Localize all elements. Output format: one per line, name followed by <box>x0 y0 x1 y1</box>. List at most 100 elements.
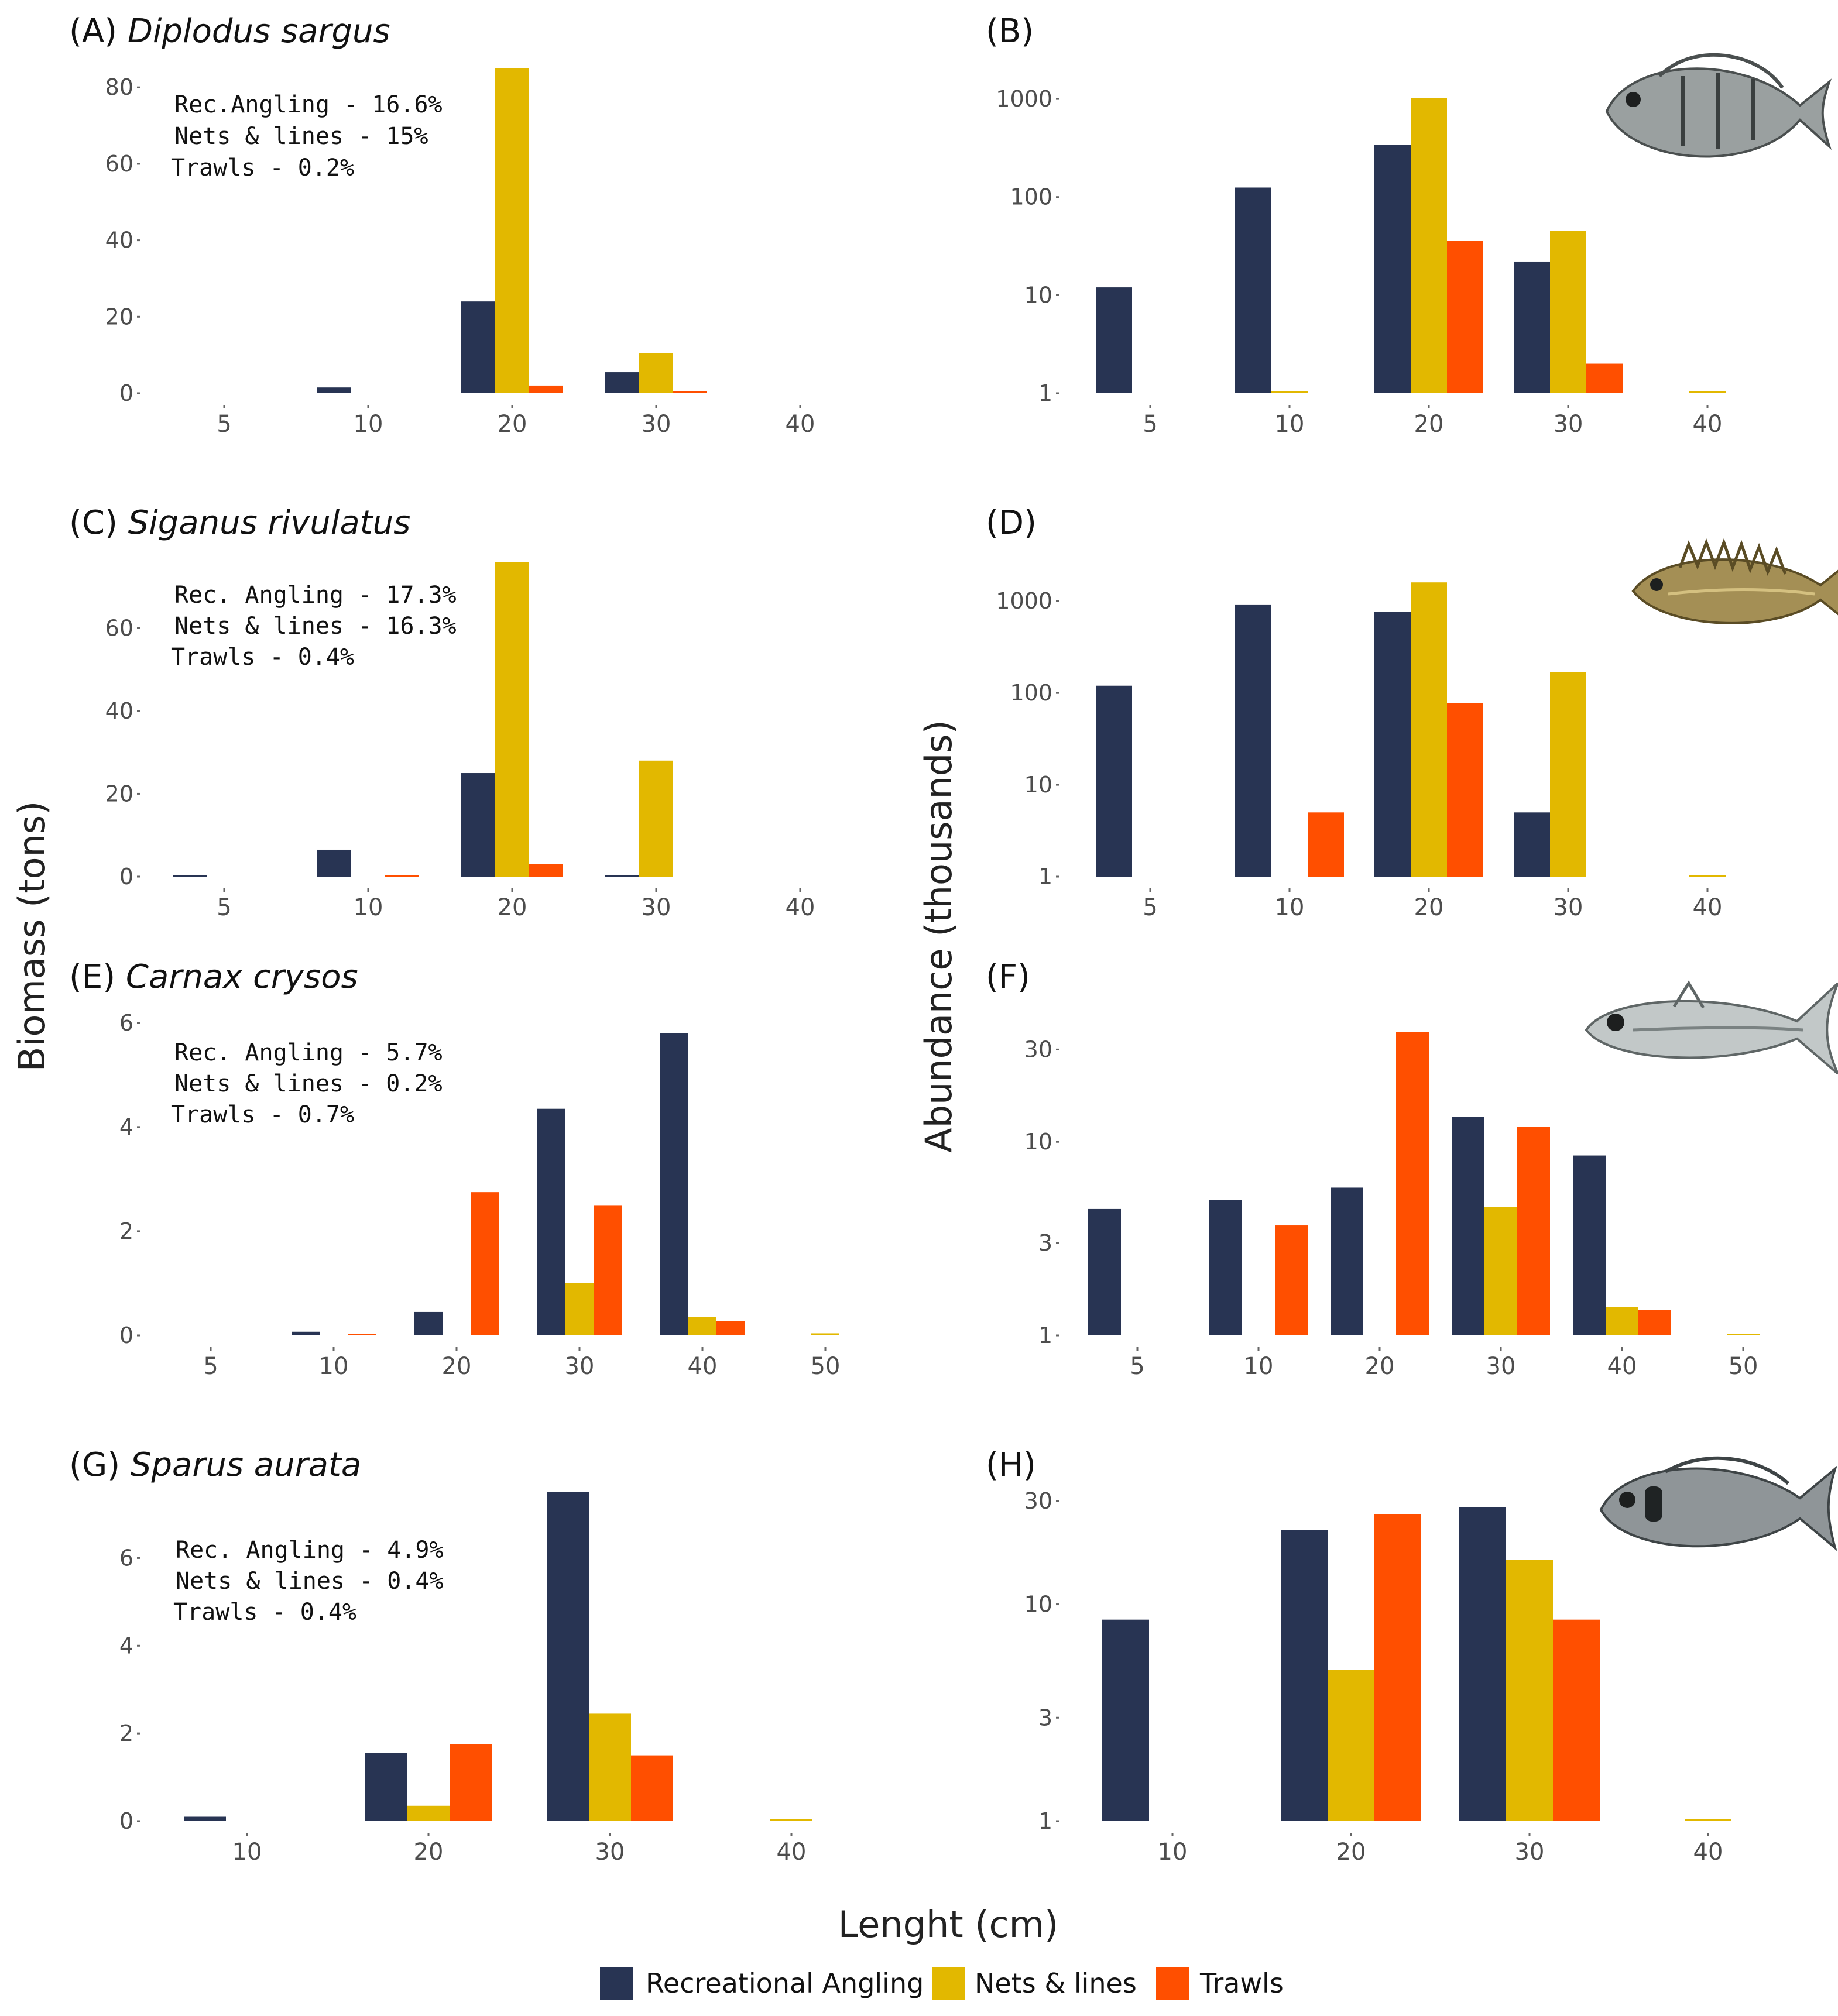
x-tick-label: 20 <box>414 1839 444 1866</box>
panel-d-title: (D) <box>986 504 1037 542</box>
x-tick-label: 50 <box>1729 1353 1758 1380</box>
bar-recreational-angling-10 <box>292 1331 320 1335</box>
bar-recreational-angling-30 <box>547 1492 589 1821</box>
bar-nets-lines-30 <box>639 760 673 877</box>
y-tick-label: 1 <box>1038 1808 1052 1834</box>
panel-a-title: (A) Diplodus sargus <box>69 12 390 50</box>
y-tick-label: 10 <box>1024 282 1052 308</box>
y-tick-label: 30 <box>1024 1036 1052 1062</box>
y-tick-label: 1000 <box>996 86 1052 112</box>
fish-icon <box>1585 980 1838 1075</box>
panel-c-title: (C) Siganus rivulatus <box>69 504 410 542</box>
x-tick-label: 5 <box>217 411 231 438</box>
bar-recreational-angling-20 <box>1374 145 1411 393</box>
chart-panel-c: 0 20 40 60 5 10 20 30 40 <box>105 562 815 921</box>
y-tick-label: 4 <box>119 1633 133 1658</box>
legend-label-recreational-angling: Recreational Angling <box>646 1967 924 1999</box>
panel-c-notes: Rec. Angling - 17.3% Nets & lines - 16.3… <box>171 582 457 671</box>
bar-recreational-angling-40 <box>1573 1155 1606 1335</box>
x-tick-label: 20 <box>1414 411 1444 438</box>
y-tick-label: 30 <box>1024 1488 1052 1514</box>
note-line: Trawls - 0.7% <box>171 1101 354 1128</box>
bar-recreational-angling-30 <box>1514 812 1550 877</box>
bar-nets-lines-40 <box>770 1819 812 1821</box>
y-tick-label: 20 <box>105 304 133 329</box>
bar-trawls-20 <box>450 1744 492 1821</box>
bar-nets-lines-10 <box>1271 391 1308 393</box>
note-line: Nets & lines - 0.2% <box>174 1070 443 1097</box>
bar-recreational-angling-10 <box>1235 604 1271 877</box>
bar-trawls-30 <box>631 1755 673 1821</box>
bar-recreational-angling-30 <box>1452 1117 1484 1335</box>
y-tick-label: 10 <box>1024 1592 1052 1617</box>
bar-nets-lines-30 <box>1550 671 1586 877</box>
bar-nets-lines-30 <box>1506 1560 1553 1821</box>
x-tick-label: 5 <box>203 1353 218 1380</box>
bar-nets-lines-30 <box>589 1713 631 1821</box>
note-line: Rec. Angling - 17.3% <box>174 582 457 609</box>
y-tick-label: 1000 <box>996 588 1052 614</box>
panel-e-notes: Rec. Angling - 5.7% Nets & lines - 0.2% … <box>171 1039 443 1128</box>
bar-nets-lines-50 <box>1727 1334 1760 1335</box>
bar-recreational-angling-20 <box>365 1753 407 1821</box>
x-tick-label: 20 <box>1336 1839 1366 1866</box>
y-tick-label: 100 <box>1010 680 1052 706</box>
legend-label-nets-lines: Nets & lines <box>975 1967 1137 1999</box>
bar-trawls-20 <box>1374 1514 1421 1821</box>
bar-recreational-angling-20 <box>1331 1187 1363 1335</box>
bar-recreational-angling-10 <box>317 849 351 877</box>
bar-recreational-angling-30 <box>537 1108 565 1335</box>
legend-label-trawls: Trawls <box>1199 1967 1284 1999</box>
bar-nets-lines-50 <box>811 1333 839 1335</box>
x-tick-label: 10 <box>354 411 383 438</box>
bar-trawls-10 <box>385 875 419 877</box>
x-tick-label: 30 <box>642 894 671 921</box>
bar-recreational-angling-5 <box>1096 685 1132 877</box>
x-tick-label: 20 <box>498 411 527 438</box>
legend-swatch-recreational-angling <box>600 1967 633 2000</box>
bar-nets-lines-40 <box>1606 1307 1638 1335</box>
panel-b-title: (B) <box>986 12 1034 50</box>
x-tick-label: 20 <box>498 894 527 921</box>
chart-panel-g: 0 2 4 6 10 20 30 40 <box>119 1492 812 1866</box>
bar-trawls-40 <box>716 1321 745 1335</box>
panel-f-title: (F) <box>986 958 1030 996</box>
bar-trawls-10 <box>1275 1225 1308 1335</box>
bar-recreational-angling-30 <box>1514 261 1550 393</box>
bar-trawls-20 <box>1396 1032 1429 1335</box>
chart-panel-a: 0 20 40 60 80 5 10 20 30 40 <box>105 68 815 438</box>
bar-recreational-angling-5 <box>173 875 207 877</box>
note-line: Trawls - 0.4% <box>173 1599 356 1626</box>
chart-panel-e: 0 2 4 6 5 10 20 30 40 50 <box>119 1010 841 1380</box>
chart-panel-f: 1 3 10 30 5 10 20 30 40 50 <box>1024 1032 1760 1380</box>
bar-trawls-10 <box>1308 812 1344 877</box>
bar-nets-lines-30 <box>1484 1207 1517 1335</box>
y-tick-label: 6 <box>119 1545 133 1571</box>
note-line: Nets & lines - 15% <box>174 123 428 150</box>
bar-nets-lines-40 <box>688 1317 716 1335</box>
x-tick-label: 40 <box>1607 1353 1637 1380</box>
panel-e-title: (E) Carnax crysos <box>69 958 358 996</box>
x-tick-label: 40 <box>1693 411 1723 438</box>
x-tick-label: 50 <box>811 1353 841 1380</box>
y-tick-label: 60 <box>105 151 133 177</box>
legend-swatch-nets-lines <box>932 1967 965 2000</box>
x-tick-label: 40 <box>786 894 815 921</box>
x-tick-label: 10 <box>1275 411 1305 438</box>
note-line: Nets & lines - 16.3% <box>174 613 457 640</box>
bar-recreational-angling-30 <box>605 372 639 393</box>
bar-nets-lines-40 <box>1689 391 1726 393</box>
bar-recreational-angling-20 <box>461 773 495 877</box>
x-tick-label: 10 <box>1158 1839 1188 1866</box>
x-tick-label: 5 <box>217 894 231 921</box>
y-tick-label: 10 <box>1024 1129 1052 1155</box>
legend-swatch-trawls <box>1156 1967 1189 2000</box>
y-tick-label: 80 <box>105 74 133 100</box>
note-line: Rec. Angling - 4.9% <box>176 1537 444 1564</box>
y-tick-label: 20 <box>105 781 133 806</box>
bar-trawls-30 <box>1517 1127 1550 1335</box>
note-line: Nets & lines - 0.4% <box>176 1568 444 1595</box>
x-tick-label: 10 <box>232 1839 262 1866</box>
bar-recreational-angling-20 <box>414 1311 443 1335</box>
